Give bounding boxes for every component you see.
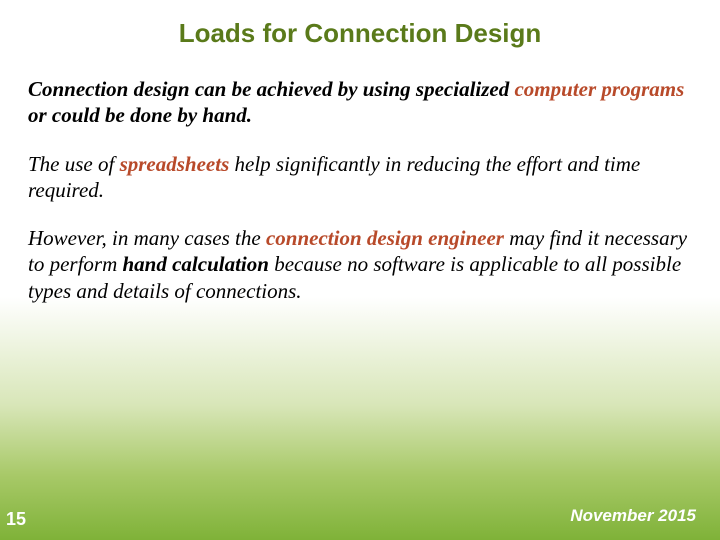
p2-highlight-1: spreadsheets [120,152,230,176]
p3-highlight-1: connection design engineer [266,226,504,250]
paragraph-1: Connection design can be achieved by usi… [28,76,692,129]
page-number: 15 [6,509,26,530]
slide: Loads for Connection Design Connection d… [0,0,720,540]
p1-text-2: or could be done by hand. [28,103,252,127]
p2-text-1: The use of [28,152,120,176]
footer-date: November 2015 [570,506,696,526]
slide-title: Loads for Connection Design [0,18,720,49]
p3-text-1: However, in many cases the [28,226,266,250]
paragraph-3: However, in many cases the connection de… [28,225,692,304]
p3-bold-1: hand calculation [123,252,269,276]
paragraph-2: The use of spreadsheets help significant… [28,151,692,204]
p1-text-1: Connection design can be achieved by usi… [28,77,514,101]
p1-highlight-1: computer programs [514,77,684,101]
slide-content: Connection design can be achieved by usi… [28,76,692,326]
